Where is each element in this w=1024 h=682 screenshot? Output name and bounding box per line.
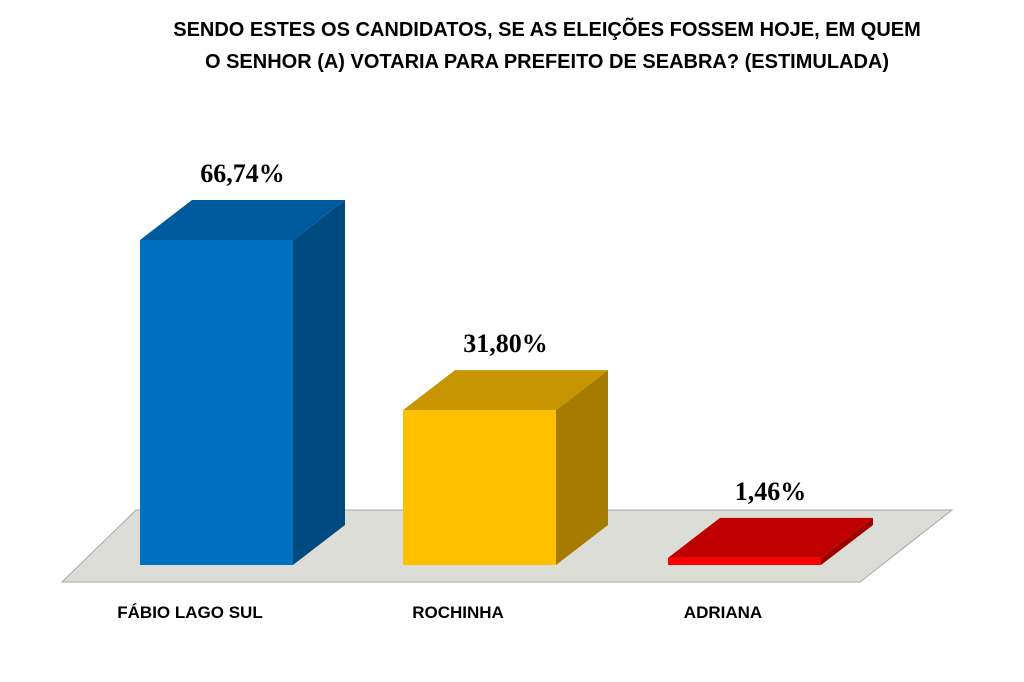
bar-top-f-bio-lago-sul (140, 200, 345, 240)
category-label-rochinha: ROCHINHA (412, 603, 504, 622)
chart-title: SENDO ESTES OS CANDIDATOS, SE AS ELEIÇÕE… (0, 14, 1024, 78)
category-label-adriana: ADRIANA (684, 603, 762, 622)
bar-top-rochinha (403, 370, 608, 411)
bar-front-f-bio-lago-sul (140, 240, 293, 565)
bar-top-adriana (668, 517, 873, 558)
bar-side-rochinha (556, 370, 608, 565)
chart-title-line-2: O SENHOR (A) VOTARIA PARA PREFEITO DE SE… (204, 51, 890, 73)
bar-adriana (668, 517, 873, 565)
value-label-f-bio-lago-sul: 66,74% (200, 159, 285, 188)
bar-front-rochinha (403, 410, 556, 565)
bar-side-adriana (821, 517, 873, 565)
bar-rochinha (403, 370, 608, 565)
labels-group: 66,74% FÁBIO LAGO SUL 31,80% ROCHINHA 1,46% A… (117, 159, 806, 622)
bar-front-adriana (668, 557, 821, 565)
value-label-adriana: 1,46% (735, 477, 807, 506)
category-label-f-bio-lago-sul: FÁBIO LAGO SUL (117, 603, 262, 622)
chart-title-line-1: SENDO ESTES OS CANDIDATOS, SE AS ELEIÇÕE… (173, 19, 921, 41)
bars-group (140, 200, 873, 565)
bar-side-f-bio-lago-sul (293, 200, 345, 565)
bar-f-bio-lago-sul (140, 200, 345, 565)
value-label-rochinha: 31,80% (463, 329, 548, 358)
